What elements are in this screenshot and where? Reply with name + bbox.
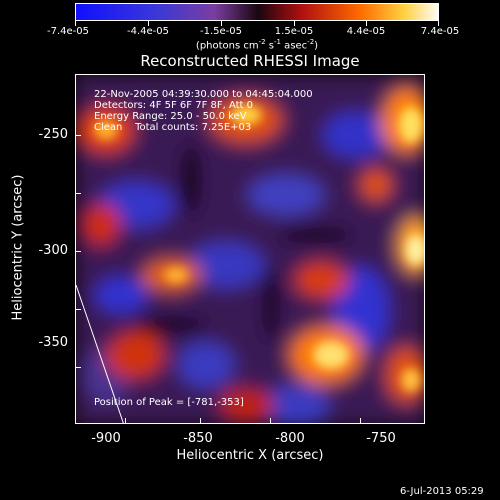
y-tick [75, 135, 81, 136]
colorbar-tick-label: 7.4e-05 [420, 26, 460, 37]
x-tick-label: -900 [91, 431, 121, 446]
y-tick [75, 193, 81, 194]
x-tick-label: -800 [275, 431, 305, 446]
y-tick-label: -350 [38, 335, 68, 350]
limb-line [76, 284, 124, 423]
y-tick [75, 309, 81, 310]
rhessi-image-map [76, 75, 424, 423]
rhessi-image-plot [75, 74, 425, 424]
x-tick [360, 418, 361, 424]
colorbar-unit-label: (photons cm-2 s-1 asec-2) [195, 38, 319, 52]
colorbar-tick [148, 21, 149, 26]
time-range-text: 22-Nov-2005 04:39:30.000 to 04:45:04.000 [94, 89, 313, 100]
x-tick [270, 418, 271, 424]
colorbar-tick-label: -1.5e-05 [200, 26, 242, 37]
colorbar-tick [438, 21, 439, 26]
colorbar [75, 3, 439, 21]
y-tick [75, 251, 81, 252]
x-axis-title: Heliocentric X (arcsec) [176, 448, 324, 463]
x-tick [200, 418, 201, 424]
peak-position-text: Position of Peak = [-781,-353] [94, 397, 244, 408]
x-tick-label: -750 [366, 431, 396, 446]
x-tick-label: -850 [183, 431, 213, 446]
detectors-text: Detectors: 4F 5F 6F 7F 8F, Att 0 [94, 100, 254, 111]
image-title: Reconstructed RHESSI Image [140, 52, 360, 70]
colorbar-tick [221, 21, 222, 26]
y-axis-title: Heliocentric Y (arcsec) [10, 174, 26, 321]
colorbar-tick [75, 21, 76, 26]
colorbar-tick-label: 4.4e-05 [346, 26, 386, 37]
y-tick [75, 367, 81, 368]
colorbar-tick [366, 21, 367, 26]
colorbar-tick [294, 21, 295, 26]
energy-range-text: Energy Range: 25.0 - 50.0 keV [94, 111, 247, 122]
x-tick [125, 418, 126, 424]
y-tick-label: -300 [38, 243, 68, 258]
datestamp: 6-Jul-2013 05:29 [400, 486, 484, 497]
colorbar-tick-label: 1.5e-05 [274, 26, 314, 37]
colorbar-tick-label: -4.4e-05 [127, 26, 169, 37]
clean-counts-text: Clean Total counts: 7.25E+03 [94, 122, 252, 133]
y-tick-label: -250 [38, 127, 68, 142]
colorbar-tick-label: -7.4e-05 [47, 26, 89, 37]
